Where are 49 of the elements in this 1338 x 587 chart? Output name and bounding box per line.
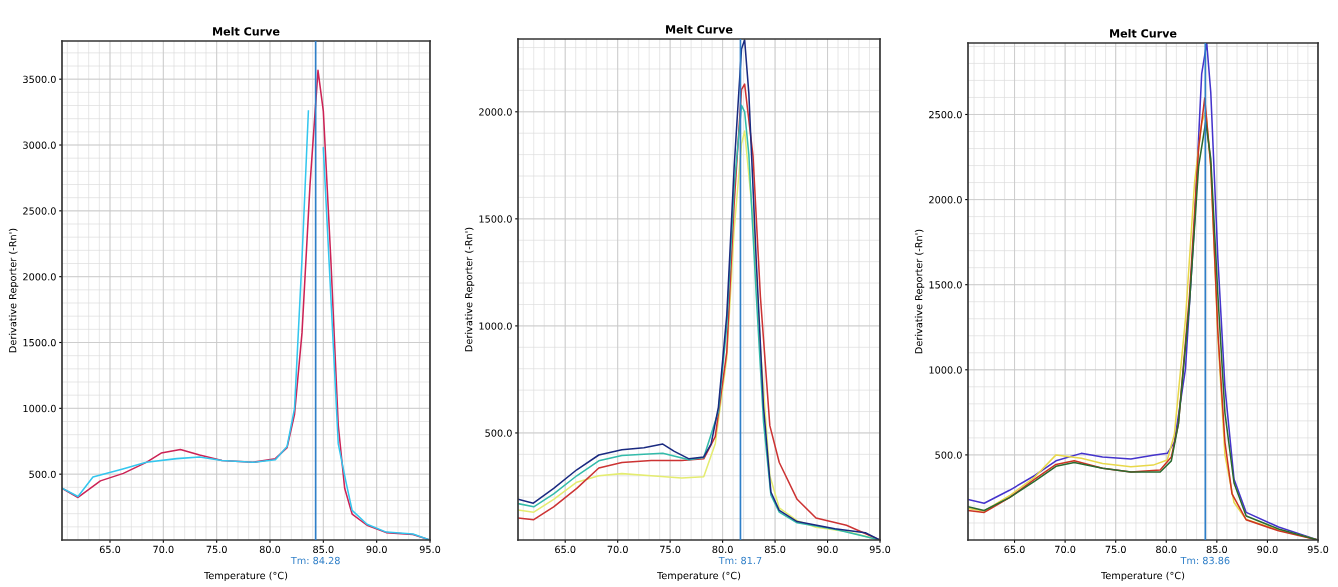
x-tick-label: 75.0: [206, 545, 227, 554]
x-tick-label: 90.0: [817, 545, 838, 554]
y-tick-label: 2000.0: [929, 196, 962, 204]
ref-line-label: Tm: 81.7: [718, 556, 762, 565]
y-tick-label: 1500.0: [929, 281, 962, 289]
x-tick-label: 70.0: [607, 545, 628, 554]
chart-title: Melt Curve: [213, 27, 280, 36]
y-tick-label: 1000.0: [929, 366, 962, 374]
x-tick-label: 65.0: [99, 545, 121, 554]
x-tick-label: 70.0: [153, 545, 174, 554]
x-tick-label: 65.0: [555, 545, 576, 554]
ref-line-label: Tm: 84.28: [290, 556, 340, 565]
x-tick-label: 85.0: [1206, 545, 1228, 554]
x-tick-label: 80.0: [1156, 545, 1177, 554]
y-axis-title: Derivative Reporter (-Rn'): [914, 229, 925, 354]
x-tick-label: 75.0: [660, 545, 681, 554]
ref-line-label: Tm: 83.86: [1180, 556, 1230, 565]
x-tick-label: 90.0: [366, 545, 387, 554]
x-tick-label: 70.0: [1055, 545, 1076, 554]
x-tick-label: 95.0: [1307, 545, 1329, 554]
y-axis-title: Derivative Reporter (-Rn'): [8, 228, 19, 353]
x-tick-label: 95.0: [869, 545, 891, 554]
x-tick-label: 80.0: [259, 545, 281, 554]
y-tick-label: 3500.0: [23, 75, 56, 84]
y-tick-label: 3000.0: [23, 141, 56, 149]
y-tick-label: 1000.0: [23, 404, 56, 413]
x-axis-title: Temperature (°C): [204, 571, 288, 582]
x-tick-label: 80.0: [712, 545, 733, 554]
y-axis-title: Derivative Reporter (-Rn'): [464, 227, 475, 352]
y-tick-label: 2500.0: [23, 207, 56, 215]
x-tick-label: 65.0: [1004, 545, 1025, 554]
chart-title: Melt Curve: [666, 25, 733, 34]
x-tick-label: 95.0: [419, 545, 441, 554]
y-tick-label: 500.0: [29, 470, 56, 478]
x-tick-label: 85.0: [313, 545, 334, 554]
y-tick-label: 1000.0: [479, 322, 512, 330]
x-tick-label: 90.0: [1257, 545, 1278, 554]
y-tick-label: 1500.0: [23, 338, 56, 347]
y-tick-label: 500.0: [485, 429, 512, 437]
chart-title: Melt Curve: [1110, 29, 1177, 38]
x-tick-label: 85.0: [764, 545, 786, 554]
y-tick-label: 2000.0: [479, 108, 512, 116]
y-tick-label: 2500.0: [929, 110, 962, 119]
y-tick-label: 1500.0: [479, 215, 512, 223]
y-tick-label: 2000.0: [23, 273, 56, 281]
x-tick-label: 75.0: [1105, 545, 1126, 554]
x-axis-title: Temperature (°C): [657, 571, 741, 582]
x-axis-title: Temperature (°C): [1101, 571, 1185, 582]
y-tick-label: 500.0: [935, 451, 962, 459]
